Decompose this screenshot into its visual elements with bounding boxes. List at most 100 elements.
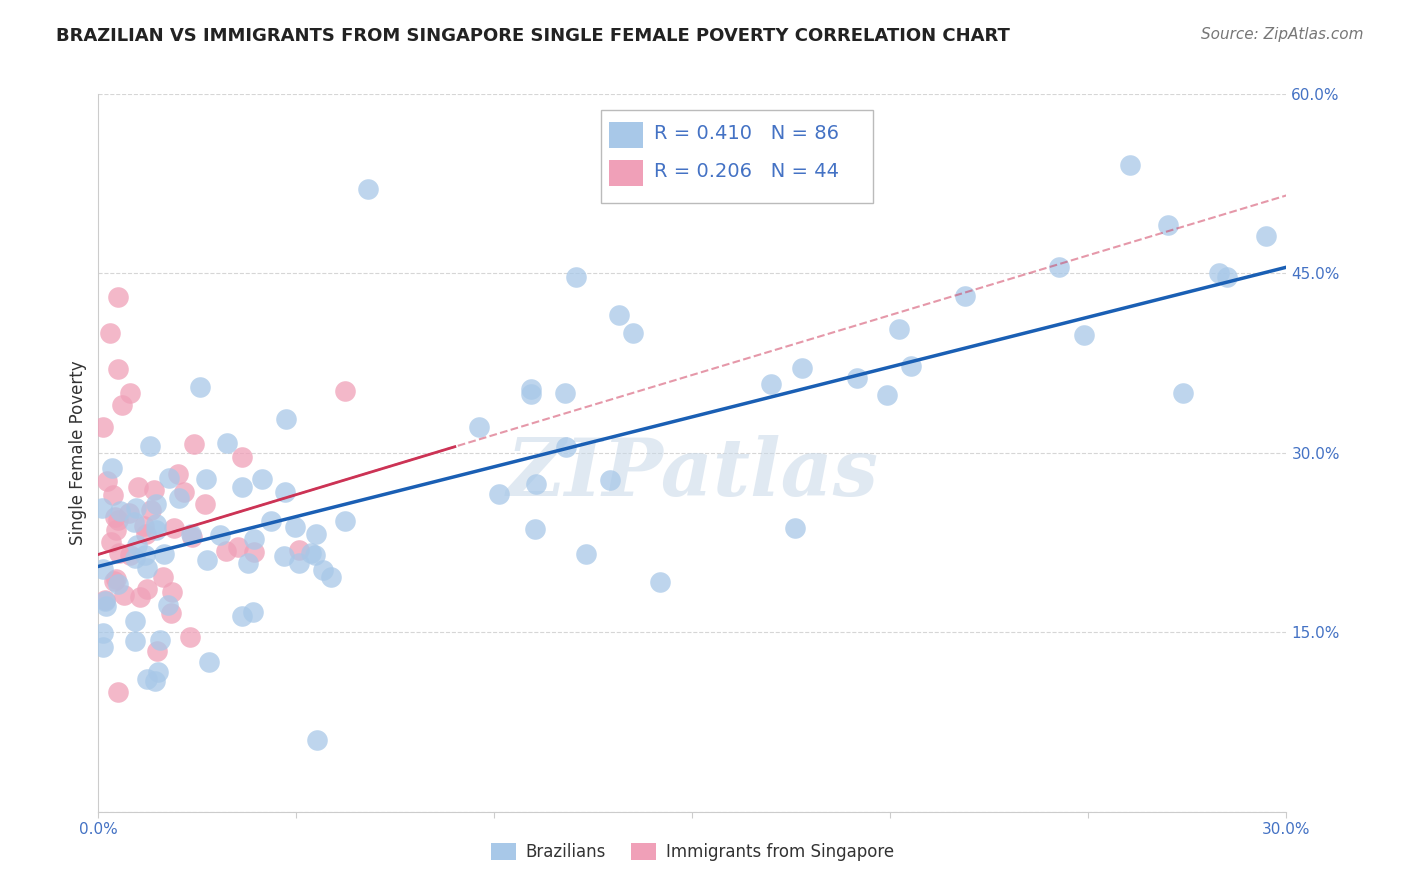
Point (159, 606, 181, 620)
Point (304, 548, 326, 562)
Point (141, 503, 163, 517)
Point (519, 382, 541, 396)
Point (792, 361, 814, 376)
Legend: Brazilians, Immigrants from Singapore: Brazilians, Immigrants from Singapore (484, 837, 901, 868)
Point (104, 510, 127, 524)
Point (1156, 219, 1178, 233)
Point (118, 506, 141, 520)
Point (621, 326, 644, 340)
Point (107, 513, 129, 527)
Y-axis label: Single Female Poverty: Single Female Poverty (69, 360, 87, 545)
Point (273, 549, 295, 563)
Point (111, 398, 134, 412)
Point (319, 569, 342, 583)
Point (135, 527, 157, 541)
Point (134, 549, 156, 563)
Point (142, 483, 165, 497)
Point (103, 574, 125, 589)
Point (146, 665, 169, 679)
Point (156, 598, 179, 612)
Point (252, 472, 274, 486)
Point (305, 733, 328, 747)
Point (157, 471, 180, 485)
Point (127, 479, 149, 493)
Point (467, 419, 489, 434)
Point (136, 582, 159, 597)
Point (1073, 327, 1095, 342)
Point (333, 384, 356, 399)
Point (226, 540, 249, 554)
Point (96, 475, 118, 489)
Point (524, 477, 547, 491)
Point (143, 673, 166, 688)
Point (108, 503, 131, 517)
Point (180, 530, 202, 544)
Point (105, 572, 128, 586)
Point (124, 551, 146, 566)
Point (887, 322, 910, 336)
Point (120, 385, 142, 400)
Point (876, 388, 898, 402)
Point (112, 588, 135, 602)
Point (145, 516, 167, 531)
Point (312, 564, 335, 578)
Point (91, 562, 114, 576)
Point (214, 543, 236, 558)
Point (1216, 269, 1239, 284)
Point (554, 386, 576, 401)
FancyBboxPatch shape (609, 122, 643, 147)
Point (167, 467, 190, 481)
Point (284, 519, 307, 533)
Point (91, 626, 114, 640)
Point (91, 640, 114, 655)
Point (195, 472, 218, 486)
Point (139, 439, 162, 453)
Point (153, 547, 176, 561)
Point (122, 515, 145, 529)
Point (236, 557, 259, 571)
Point (173, 484, 195, 499)
Point (125, 500, 148, 515)
Point (650, 574, 672, 589)
Point (208, 528, 231, 542)
Text: Source: ZipAtlas.com: Source: ZipAtlas.com (1201, 27, 1364, 42)
Point (107, 290, 129, 304)
Point (565, 270, 588, 285)
Point (1254, 229, 1277, 244)
Point (243, 545, 266, 559)
Point (107, 362, 129, 376)
Point (105, 523, 128, 537)
Point (299, 546, 322, 560)
Point (1208, 266, 1230, 280)
FancyBboxPatch shape (609, 161, 643, 186)
Point (759, 376, 782, 391)
Point (120, 548, 142, 562)
Point (785, 521, 807, 535)
Text: ZIPatlas: ZIPatlas (506, 435, 879, 513)
Point (900, 359, 922, 373)
Point (107, 577, 129, 591)
Point (107, 685, 129, 699)
Point (163, 520, 186, 534)
Point (93, 592, 115, 607)
Point (357, 182, 380, 196)
Point (231, 609, 253, 624)
Text: R = 0.410   N = 86: R = 0.410 N = 86 (654, 124, 839, 144)
Text: R = 0.206   N = 44: R = 0.206 N = 44 (654, 162, 839, 181)
Point (575, 548, 598, 562)
Point (148, 633, 170, 648)
Text: BRAZILIAN VS IMMIGRANTS FROM SINGAPORE SINGLE FEMALE POVERTY CORRELATION CHART: BRAZILIAN VS IMMIGRANTS FROM SINGAPORE S… (56, 27, 1010, 45)
Point (100, 535, 122, 549)
Point (215, 436, 238, 450)
Point (1119, 158, 1142, 172)
Point (231, 450, 253, 465)
Point (607, 309, 630, 323)
Point (242, 605, 264, 619)
Point (288, 556, 311, 570)
Point (129, 590, 152, 604)
Point (125, 538, 148, 552)
Point (274, 484, 297, 499)
Point (107, 546, 129, 560)
Point (1047, 260, 1070, 275)
Point (136, 560, 159, 574)
